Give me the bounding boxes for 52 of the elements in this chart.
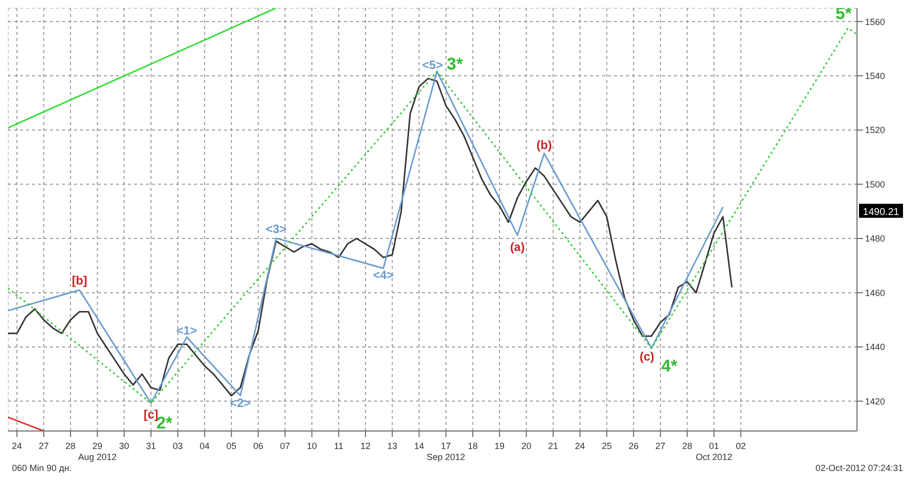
- y-tick-label: 1560: [865, 16, 886, 27]
- x-tick-label: 17 Sep 2012: [426, 441, 466, 462]
- annotation: (c): [640, 349, 654, 364]
- x-tick-label: 10: [306, 441, 317, 451]
- annotation: <4>: [372, 268, 394, 282]
- x-tick-label: 13: [387, 441, 398, 451]
- annotation: <5>: [422, 58, 443, 72]
- text: 02-Oct-2012 07:24:31: [815, 463, 903, 473]
- x-tick-label: 28: [66, 441, 76, 451]
- y-tick-label: 1520: [865, 125, 886, 136]
- y-tick-label: 1440: [865, 342, 886, 352]
- x-tick-label: 18: [468, 441, 478, 451]
- x-tick-label: 27: [655, 441, 666, 451]
- annotation: <1>: [176, 324, 198, 338]
- annotation: (b): [536, 138, 552, 152]
- x-tick-label: 20: [521, 441, 532, 451]
- x-tick-label: 07: [280, 441, 290, 451]
- annotation: (a): [510, 240, 525, 254]
- x-tick-label: 24: [12, 441, 22, 451]
- x-tick-label: 24: [574, 441, 585, 451]
- x-tick-label: 12: [360, 441, 370, 451]
- x-tick-label: 27: [38, 441, 49, 451]
- annotation: [c]: [144, 408, 158, 422]
- x-tick-label: 11: [334, 441, 344, 451]
- x-tick-label: 01 Oct 2012: [696, 441, 732, 462]
- x-tick-label: 30: [119, 441, 130, 451]
- annotation: [b]: [72, 274, 88, 288]
- annotation: 2*: [156, 414, 173, 433]
- x-tick-label: 02: [736, 441, 746, 451]
- x-tick-label: 14: [414, 441, 424, 451]
- x-tick-label: 25: [602, 441, 612, 451]
- annotation: 4*: [661, 356, 678, 376]
- y-tick-label: 1540: [865, 70, 886, 81]
- x-tick-label: 05: [226, 441, 236, 451]
- text: 060 Min 90 дн.: [12, 463, 72, 473]
- annotation: <3>: [266, 222, 286, 236]
- x-tick-label: 26: [628, 441, 639, 451]
- x-tick-label: 28: [682, 441, 692, 451]
- y-tick-label: 1480: [865, 234, 886, 244]
- annotation: 3*: [446, 54, 464, 74]
- x-tick-label: 31: [146, 441, 156, 451]
- x-tick-label: 06: [253, 441, 264, 451]
- x-tick-label: 19: [494, 441, 505, 451]
- x-tick-label: 03: [172, 441, 183, 451]
- text: 1490.21: [862, 206, 900, 218]
- y-tick-label: 1460: [865, 288, 886, 298]
- x-tick-label: 04: [200, 441, 210, 451]
- x-tick-label: 29 Aug 2012: [78, 441, 117, 462]
- y-tick-label: 1500: [865, 179, 886, 190]
- y-tick-label: 1420: [865, 396, 886, 406]
- annotation: <2>: [230, 396, 251, 410]
- x-tick-label: 21: [548, 441, 558, 451]
